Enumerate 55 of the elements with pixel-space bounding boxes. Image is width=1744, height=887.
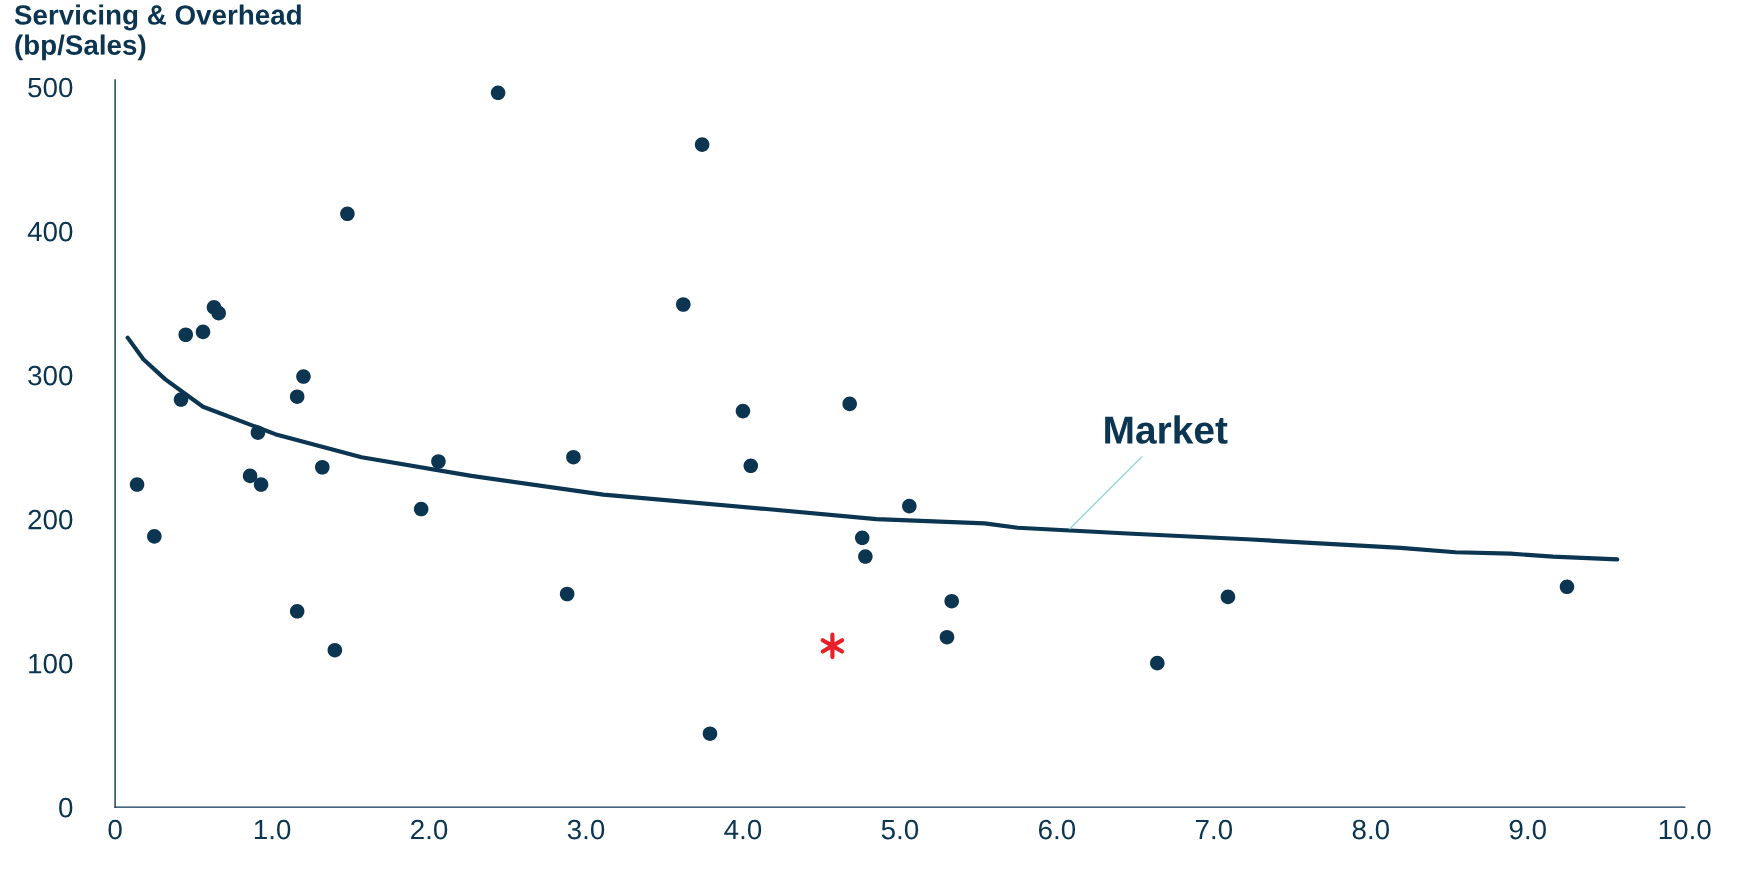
point — [289, 389, 305, 404]
point — [939, 629, 955, 645]
point — [315, 459, 330, 475]
point — [1559, 579, 1575, 595]
point — [296, 369, 311, 384]
point — [842, 396, 857, 412]
point — [1150, 655, 1165, 671]
point — [854, 530, 870, 546]
line-series — [125, 335, 1620, 562]
x-tick-label: 10.0 — [1659, 819, 1711, 840]
point — [211, 305, 226, 321]
point — [820, 632, 845, 660]
point — [490, 85, 506, 101]
point — [431, 454, 446, 469]
x-tick-label: 3.0 — [567, 819, 605, 840]
point — [242, 468, 258, 484]
point — [559, 586, 575, 602]
y-tick-label: 100 — [29, 653, 73, 674]
annotation: Market — [1105, 415, 1228, 444]
point — [178, 327, 194, 343]
point — [743, 458, 759, 474]
y-tick-label: 500 — [28, 77, 73, 98]
x-tick-label: 6.0 — [1038, 819, 1076, 840]
point — [250, 425, 266, 440]
point — [147, 529, 162, 544]
point — [195, 324, 211, 340]
point — [1220, 589, 1236, 605]
y-tick-label: 300 — [28, 365, 73, 386]
y-tick-label: 400 — [27, 221, 73, 242]
x-tick-label: 4.0 — [724, 819, 762, 840]
point — [858, 549, 873, 564]
point — [676, 297, 691, 312]
point — [327, 642, 343, 658]
x-tick-label: 2.0 — [411, 819, 448, 840]
point — [340, 206, 355, 222]
x-tick-label: 5.0 — [881, 819, 919, 840]
point — [253, 477, 269, 492]
point — [902, 498, 917, 514]
point — [694, 137, 710, 152]
y-tick-label: 0 — [59, 797, 73, 818]
x-tick-label: 1.0 — [254, 819, 291, 840]
x-tick-label: 7.0 — [1195, 819, 1233, 840]
x-tick-label: 0 — [108, 819, 122, 840]
point — [566, 449, 581, 465]
x-tick-label: 9.0 — [1509, 819, 1546, 840]
point — [413, 501, 429, 517]
y-axis-title: Servicing & Overhead (bp/Sales) — [14, 4, 301, 61]
point — [702, 726, 718, 741]
point — [735, 403, 751, 419]
point — [289, 604, 305, 619]
x-tick-label: 8.0 — [1352, 819, 1390, 840]
point — [944, 593, 959, 609]
point — [129, 477, 145, 492]
y-tick-label: 200 — [28, 509, 73, 530]
point — [173, 392, 189, 407]
